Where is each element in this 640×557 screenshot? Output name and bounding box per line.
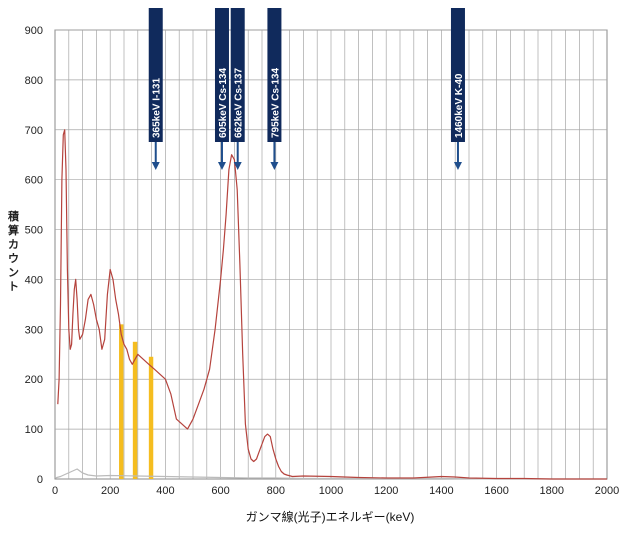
- peak-annotation: 365keV I-131: [148, 8, 163, 170]
- highlight-bar: [119, 324, 124, 479]
- y-axis-label: 積算カウント: [8, 211, 19, 293]
- peak-annotation: 605keV Cs-134: [214, 8, 229, 170]
- x-tick-label: 2000: [595, 485, 619, 497]
- annotation-box: [230, 8, 245, 142]
- annotation-box: [214, 8, 229, 142]
- x-tick-label: 1600: [484, 485, 508, 497]
- x-tick-label: 1000: [319, 485, 343, 497]
- y-tick-label: 400: [25, 274, 43, 286]
- peak-annotation: 1460keV K-40: [450, 8, 465, 170]
- y-tick-label: 700: [25, 125, 43, 137]
- y-tick-label: 200: [25, 374, 43, 386]
- series-layer: [54, 129, 607, 480]
- x-tick-label: 1400: [429, 485, 453, 497]
- x-tick-label: 1800: [540, 485, 564, 497]
- x-tick-label: 800: [267, 485, 285, 497]
- annotation-label: 662keV Cs-137: [234, 68, 245, 138]
- y-tick-label: 600: [25, 175, 43, 187]
- y-tick-labels: 0 100 200 300 400 500 600 700 800 900: [25, 25, 43, 486]
- peak-annotation: 795keV Cs-134: [267, 8, 282, 170]
- highlight-bars: [119, 324, 154, 479]
- y-tick-label: 900: [25, 25, 43, 37]
- x-tick-label: 400: [156, 485, 174, 497]
- x-tick-label: 600: [211, 485, 229, 497]
- annotation-label: 795keV Cs-134: [270, 68, 281, 138]
- annotation-box: [450, 8, 465, 142]
- annotation-arrow-head: [453, 162, 462, 170]
- y-tick-label: 800: [25, 75, 43, 87]
- annotation-box: [267, 8, 282, 142]
- annotation-arrow-head: [151, 162, 160, 170]
- y-tick-label: 0: [37, 474, 43, 486]
- x-tick-labels: 0 200 400 600 800 1000 1200 1400 1600 1800 2000: [52, 485, 619, 497]
- peak-annotation: 662keV Cs-137: [230, 8, 245, 170]
- highlight-bar: [132, 341, 138, 479]
- highlight-bar: [148, 356, 154, 479]
- grid-lines: [55, 29, 607, 479]
- y-tick-label: 100: [25, 424, 43, 436]
- annotation-arrow-head: [270, 162, 279, 170]
- annotation-arrow-head: [233, 162, 242, 170]
- series-line: [57, 129, 607, 480]
- annotation-box: [148, 8, 163, 142]
- annotation-arrow-head: [217, 162, 226, 170]
- x-tick-label: 1200: [374, 485, 398, 497]
- peak-annotations: 365keV I-131 605keV Cs-134 662keV Cs-137 79…: [148, 8, 465, 170]
- y-tick-label: 300: [25, 324, 43, 336]
- x-axis-label: ガンマ線(光子)エネルギー(keV): [245, 510, 415, 524]
- annotation-label: 365keV I-131: [152, 78, 163, 138]
- y-tick-label: 500: [25, 225, 43, 237]
- x-tick-label: 0: [52, 485, 58, 497]
- x-tick-label: 200: [101, 485, 119, 497]
- annotation-label: 1460keV K-40: [454, 73, 465, 138]
- annotation-label: 605keV Cs-134: [218, 68, 229, 138]
